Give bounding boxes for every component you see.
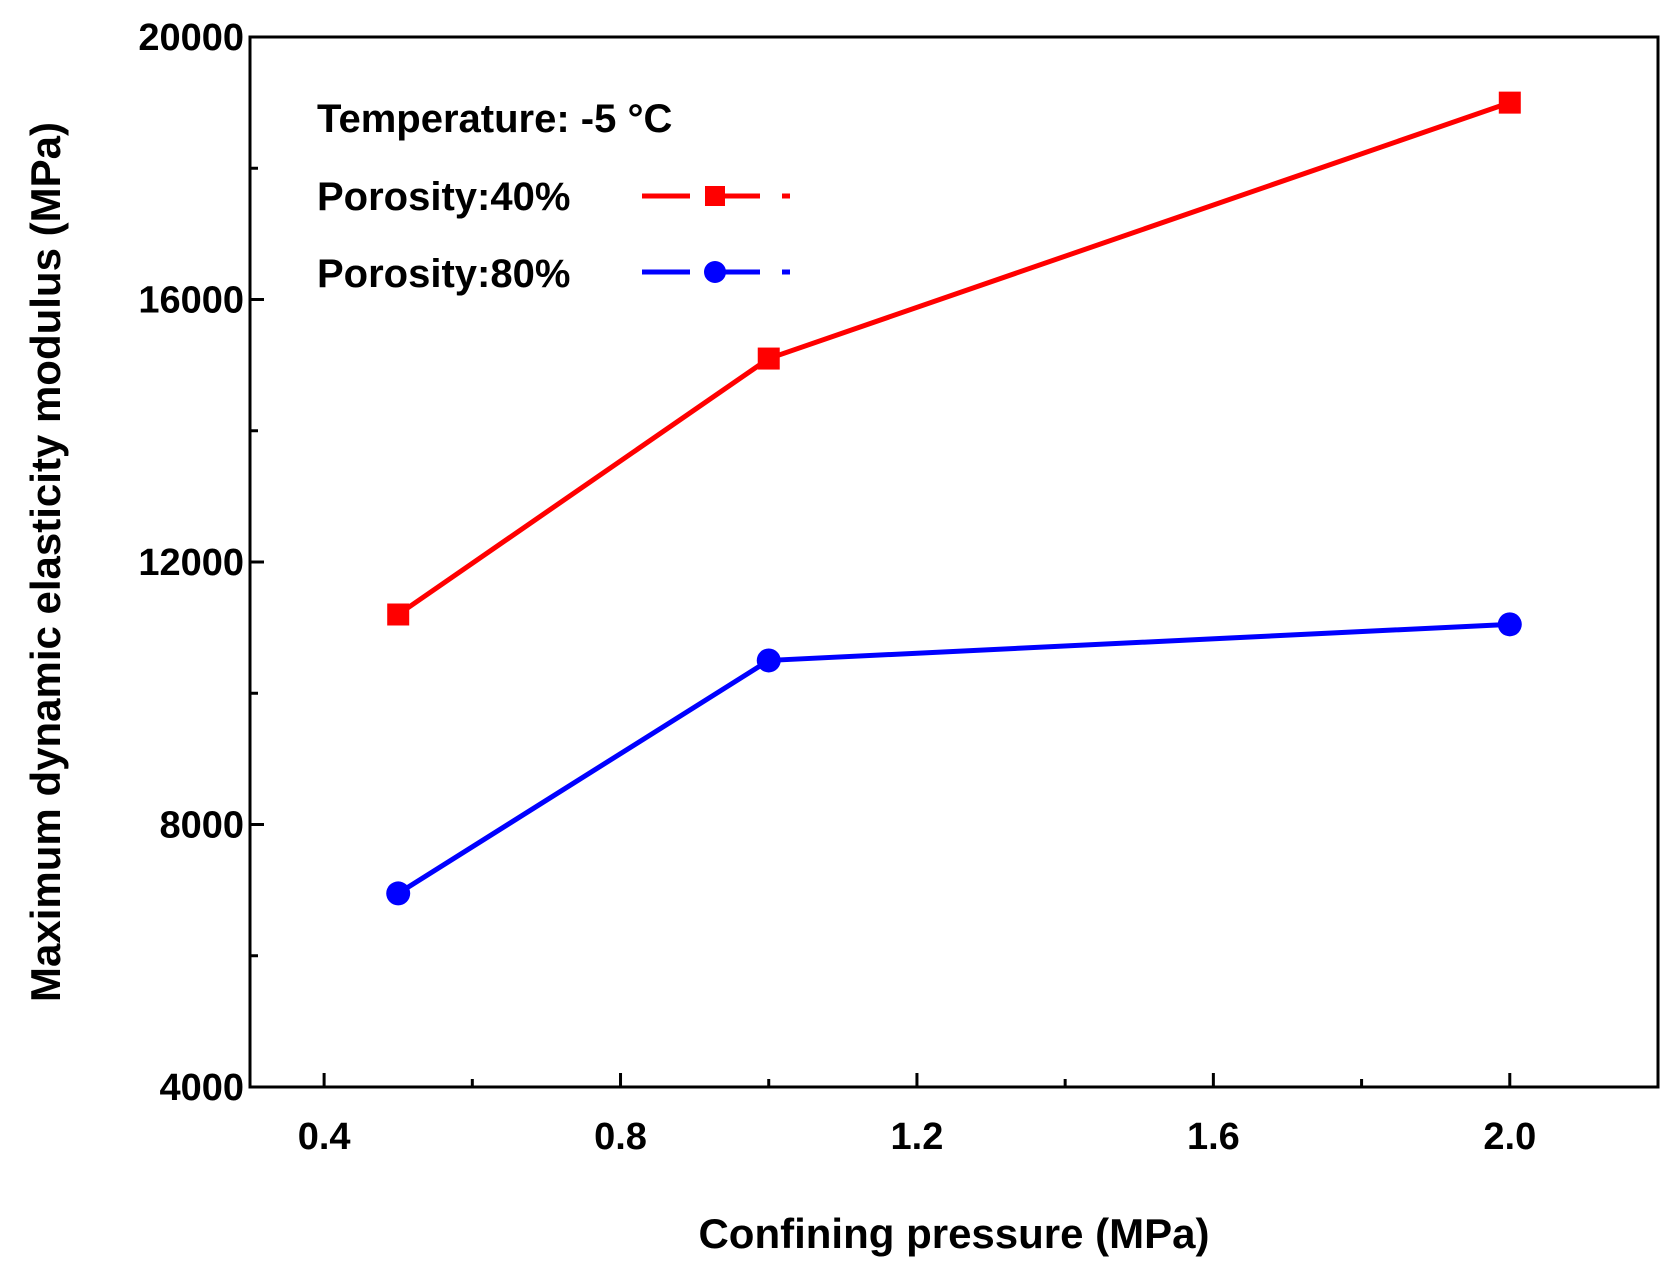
y-tick-label: 4000 xyxy=(159,1067,244,1109)
y-tick-label: 16000 xyxy=(138,280,244,322)
data-point-circle xyxy=(386,881,411,906)
data-point-circle xyxy=(1497,612,1522,637)
legend-label-series-1: Porosity:40% xyxy=(317,175,570,219)
data-point-circle xyxy=(756,648,781,673)
y-axis-title: Maximum dynamic elasticity modulus (MPa) xyxy=(22,122,69,1002)
series-layer xyxy=(386,91,1522,906)
legend-label-series-2: Porosity:80% xyxy=(317,252,570,296)
x-tick-label: 1.2 xyxy=(891,1116,944,1158)
y-tick-label: 8000 xyxy=(159,805,244,847)
data-point-square xyxy=(757,347,780,370)
x-axis-title: Confining pressure (MPa) xyxy=(698,1210,1209,1257)
y-tick-label: 20000 xyxy=(138,17,244,59)
data-point-square xyxy=(387,603,410,626)
x-tick-label: 2.0 xyxy=(1483,1116,1536,1158)
legend-marker-circle xyxy=(704,261,726,283)
legend: Temperature: -5 °C Porosity:40% Porosity… xyxy=(317,97,790,296)
x-tick-label: 0.8 xyxy=(594,1116,647,1158)
legend-annotation: Temperature: -5 °C xyxy=(317,97,672,141)
x-tick-label: 1.6 xyxy=(1187,1116,1240,1158)
data-point-square xyxy=(1498,91,1521,114)
legend-swatches xyxy=(642,186,790,283)
legend-marker-square xyxy=(705,186,725,206)
x-tick-label: 0.4 xyxy=(298,1116,351,1158)
series-line-2 xyxy=(396,621,1510,896)
y-tick-label: 12000 xyxy=(138,542,244,584)
axis-ticks: 0.4 0.8 1.2 1.6 2.0 4000 8000 12000 16000 20000 xyxy=(138,17,1536,1158)
